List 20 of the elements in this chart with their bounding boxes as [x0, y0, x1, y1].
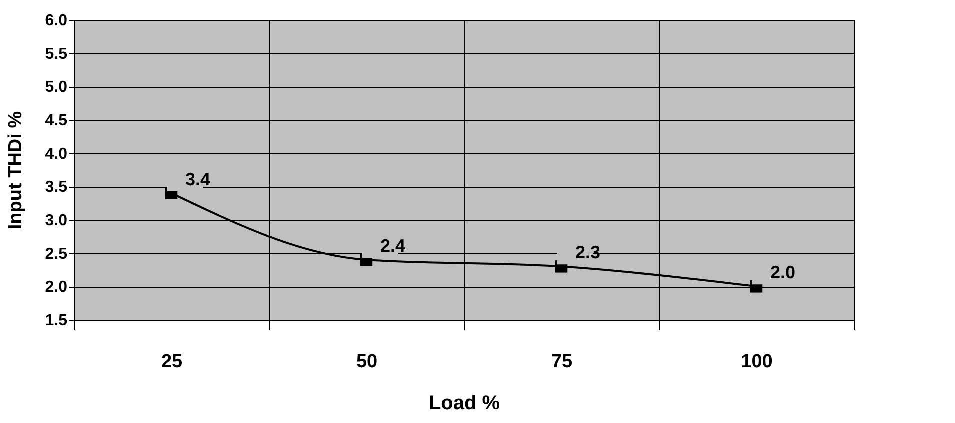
data-label: 2.0: [770, 262, 796, 283]
x-tick-label: 50: [356, 352, 378, 372]
x-tick-label: 25: [161, 352, 183, 372]
y-axis-title: Input THDi %: [5, 111, 26, 230]
x-axis-title: Load %: [428, 392, 500, 414]
x-tick-label: 75: [551, 352, 573, 372]
y-tick-label: 5.5: [45, 46, 68, 63]
y-tick-label: 4.0: [45, 146, 68, 163]
y-tick-label: 2.0: [45, 279, 68, 296]
y-tick-label: 1.5: [45, 312, 68, 330]
y-tick-label: 6.0: [45, 12, 68, 30]
data-label: 3.4: [186, 169, 211, 190]
data-label: 2.3: [576, 242, 601, 263]
y-tick-label: 5.0: [45, 79, 68, 96]
y-tick-label: 3.0: [45, 212, 68, 230]
x-tick-label: 100: [741, 352, 773, 372]
y-tick-label: 3.5: [45, 179, 68, 196]
data-label: 2.4: [380, 236, 406, 256]
y-tick-label: 4.5: [45, 112, 68, 130]
y-tick-label: 2.5: [45, 246, 68, 263]
